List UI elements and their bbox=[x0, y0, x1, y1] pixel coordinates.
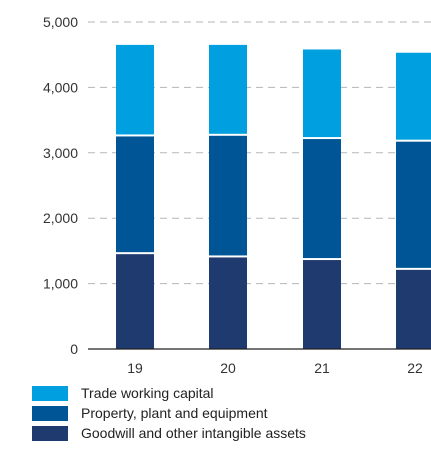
legend-label-goodwill: Goodwill and other intangible assets bbox=[81, 425, 306, 441]
x-tick-label: 19 bbox=[127, 360, 143, 376]
y-tick-label: 3,000 bbox=[43, 145, 78, 161]
legend-item-trade-working-capital: Trade working capital bbox=[32, 383, 306, 403]
y-tick-label: 4,000 bbox=[43, 79, 78, 95]
x-axis-ticks: 19 20 21 22 bbox=[127, 360, 423, 376]
bar-property-plant-and-equipment-20 bbox=[209, 135, 247, 256]
y-axis-ticks: 0 1,000 2,000 3,000 4,000 5,000 bbox=[43, 14, 78, 357]
bar-trade-working-capital-19 bbox=[116, 44, 154, 135]
x-tick-label: 22 bbox=[407, 360, 423, 376]
bar-trade-working-capital-20 bbox=[209, 44, 247, 134]
y-tick-label: 2,000 bbox=[43, 210, 78, 226]
bar-property-plant-and-equipment-19 bbox=[116, 136, 154, 253]
x-tick-label: 20 bbox=[220, 360, 236, 376]
bar-goodwill-and-other-intangible-assets-20 bbox=[209, 257, 247, 349]
chart-legend: Trade working capital Property, plant an… bbox=[32, 383, 306, 443]
x-tick-label: 21 bbox=[314, 360, 330, 376]
legend-swatch-property-plant-equipment bbox=[32, 405, 68, 421]
bar-goodwill-and-other-intangible-assets-21 bbox=[303, 260, 341, 349]
y-tick-label: 0 bbox=[70, 341, 78, 357]
legend-swatch-trade-working-capital bbox=[32, 385, 68, 401]
gridlines bbox=[88, 21, 431, 285]
y-tick-label: 5,000 bbox=[43, 14, 78, 30]
legend-item-goodwill: Goodwill and other intangible assets bbox=[32, 423, 306, 443]
legend-label-trade-working-capital: Trade working capital bbox=[81, 385, 214, 401]
bars bbox=[116, 44, 431, 349]
bar-goodwill-and-other-intangible-assets-19 bbox=[116, 254, 154, 349]
bar-trade-working-capital-21 bbox=[303, 49, 341, 138]
y-tick-label: 1,000 bbox=[43, 276, 78, 292]
stacked-bar-chart: 0 1,000 2,000 3,000 4,000 5,000 19 20 21 22 bbox=[43, 14, 431, 376]
legend-label-property-plant-equipment: Property, plant and equipment bbox=[81, 405, 268, 421]
bar-trade-working-capital-22 bbox=[396, 52, 431, 140]
bar-property-plant-and-equipment-22 bbox=[396, 141, 431, 268]
bar-property-plant-and-equipment-21 bbox=[303, 139, 341, 259]
legend-swatch-goodwill bbox=[32, 425, 68, 441]
legend-item-property-plant-equipment: Property, plant and equipment bbox=[32, 403, 306, 423]
bar-goodwill-and-other-intangible-assets-22 bbox=[396, 269, 431, 349]
